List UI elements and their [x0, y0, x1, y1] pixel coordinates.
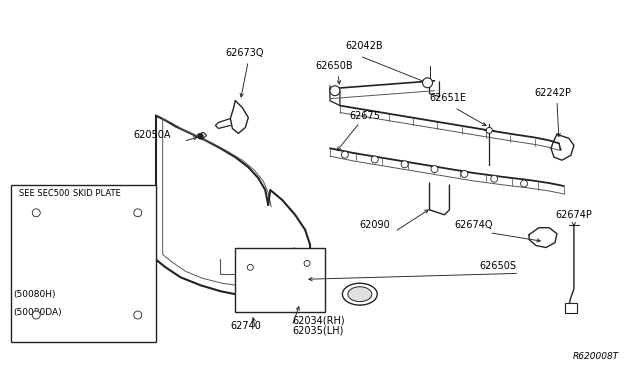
Bar — [236, 247, 325, 312]
Text: 62650B: 62650B — [315, 61, 353, 71]
Text: 62674Q: 62674Q — [454, 220, 493, 230]
Circle shape — [401, 161, 408, 168]
Circle shape — [247, 264, 253, 270]
Bar — [12, 185, 156, 342]
Text: 62035(LH): 62035(LH) — [292, 326, 344, 336]
Text: 62090: 62090 — [360, 220, 390, 230]
Text: 62042B: 62042B — [345, 41, 383, 51]
Text: 62650S: 62650S — [479, 262, 516, 271]
Ellipse shape — [342, 283, 377, 305]
Circle shape — [431, 166, 438, 173]
Circle shape — [32, 209, 40, 217]
Circle shape — [330, 86, 340, 96]
Text: SKID PLATE: SKID PLATE — [73, 189, 121, 198]
Circle shape — [486, 128, 492, 134]
Circle shape — [32, 311, 40, 319]
Text: 62242P: 62242P — [534, 88, 571, 98]
Text: 62740: 62740 — [230, 321, 261, 331]
Bar — [565, 303, 577, 313]
Circle shape — [491, 175, 498, 182]
Ellipse shape — [348, 287, 372, 302]
Circle shape — [520, 180, 527, 187]
Text: 62651E: 62651E — [429, 93, 467, 103]
Text: 62675: 62675 — [350, 110, 381, 121]
Text: (50080DA): (50080DA) — [13, 308, 62, 317]
Circle shape — [134, 311, 142, 319]
Circle shape — [371, 156, 378, 163]
Circle shape — [422, 78, 433, 88]
Text: R620008T: R620008T — [572, 352, 619, 361]
Circle shape — [134, 209, 142, 217]
Circle shape — [304, 260, 310, 266]
Text: SEE SEC500: SEE SEC500 — [19, 189, 70, 198]
Text: 62034(RH): 62034(RH) — [292, 316, 345, 326]
Text: 62674P: 62674P — [555, 210, 592, 220]
Text: (50080H): (50080H) — [13, 290, 56, 299]
Circle shape — [461, 170, 468, 177]
Text: 62050A: 62050A — [134, 130, 172, 140]
Circle shape — [341, 151, 348, 158]
Text: 62673Q: 62673Q — [225, 48, 264, 58]
Circle shape — [198, 134, 203, 139]
